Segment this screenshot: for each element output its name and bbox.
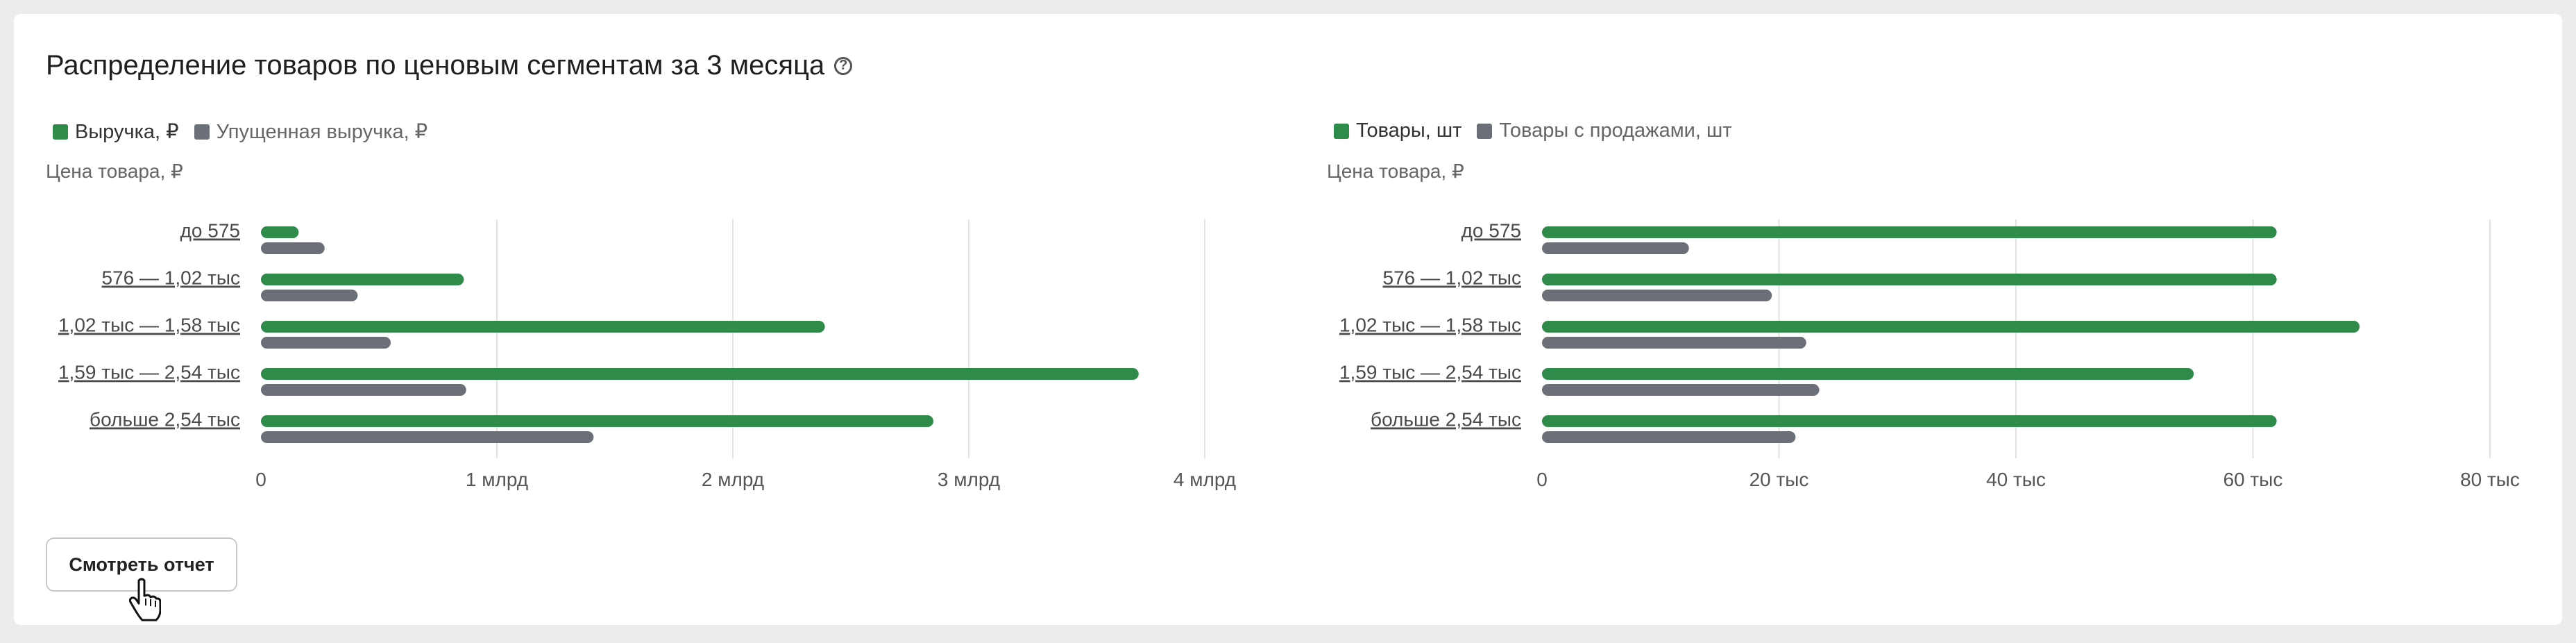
bar-primary [1542,274,2277,285]
bar-primary [261,415,933,427]
bar-primary [261,321,825,333]
category-label[interactable]: больше 2,54 тыс [1371,409,1521,431]
bar-primary [1542,415,2277,427]
tick-label: 80 тыс [2460,469,2520,490]
category-label[interactable]: 1,59 тыс — 2,54 тыс [58,362,240,383]
bar-primary [261,368,1139,380]
axis-caption-price: Цена товара, ₽ [46,160,183,182]
legend-item-goods-with-sales[interactable]: Товары с продажами, шт [1477,119,1732,142]
legend-revenue: Выручка, ₽ Упущенная выручка, ₽ [53,119,427,144]
tick-label: 40 тыс [1986,469,2046,490]
category-label[interactable]: 1,02 тыс — 1,58 тыс [1339,315,1521,336]
bar-secondary [261,242,325,254]
category-label[interactable]: 576 — 1,02 тыс [1383,267,1522,289]
tick-label: 4 млрд [1173,469,1236,490]
legend-item-revenue[interactable]: Выручка, ₽ [53,119,179,144]
tick-label: 60 тыс [2223,469,2283,490]
tick-label: 0 [1536,469,1548,490]
bar-primary [1542,321,2360,333]
bar-secondary [1542,431,1796,443]
legend-items: Товары, шт Товары с продажами, шт [1334,119,1732,142]
bar-secondary [261,337,391,349]
legend-swatch-revenue [53,124,68,140]
category-label[interactable]: до 575 [180,220,240,242]
legend-item-lost-revenue[interactable]: Упущенная выручка, ₽ [194,119,428,144]
legend-swatch-goods [1334,123,1349,139]
bar-primary [1542,226,2277,238]
legend-label: Выручка, ₽ [75,121,179,143]
bar-primary [261,226,299,238]
title-text: Распределение товаров по ценовым сегмент… [46,50,825,81]
category-label[interactable]: 576 — 1,02 тыс [102,267,241,289]
axis-caption-price-2: Цена товара, ₽ [1327,160,1464,182]
tick-label: 2 млрд [702,469,764,490]
bar-secondary [261,290,358,301]
tick-label: 3 млрд [938,469,1000,490]
bar-secondary [1542,337,1806,349]
category-label[interactable]: 1,59 тыс — 2,54 тыс [1339,362,1521,383]
legend-label: Товары, шт [1356,119,1462,142]
bar-secondary [1542,290,1772,301]
legend-swatch-lost-revenue [194,124,210,140]
tick-label: 20 тыс [1749,469,1809,490]
bar-secondary [1542,242,1689,254]
tick-label: 0 [255,469,266,490]
bar-secondary [261,431,594,443]
category-label[interactable]: 1,02 тыс — 1,58 тыс [58,315,240,336]
hand-pointer-icon [129,578,161,621]
category-label[interactable]: до 575 [1461,220,1521,242]
bar-primary [1542,368,2194,380]
bar-primary [261,274,464,285]
category-label[interactable]: больше 2,54 тыс [90,409,240,431]
legend-label: Товары с продажами, шт [1499,119,1732,142]
question-circle-icon[interactable]: ? [834,56,853,75]
bar-secondary [261,384,466,396]
chart-card [14,14,2562,625]
page-title: Распределение товаров по ценовым сегмент… [46,50,853,81]
legend-label: Упущенная выручка, ₽ [216,121,428,143]
legend-swatch-goods-with-sales [1477,123,1493,139]
bar-secondary [1542,384,1820,396]
tick-label: 1 млрд [466,469,528,490]
legend-item-goods[interactable]: Товары, шт [1334,119,1461,142]
